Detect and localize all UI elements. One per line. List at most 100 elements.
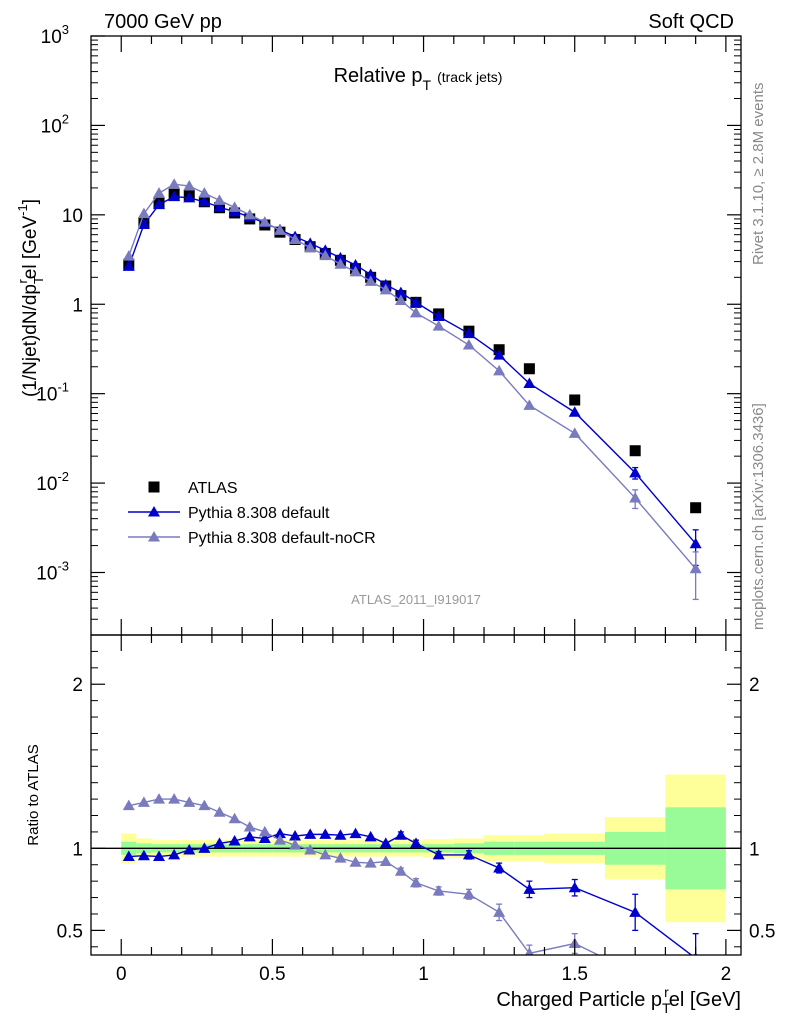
series-1-point — [432, 310, 445, 321]
series-1-point — [629, 466, 642, 478]
y-tick-label: 102 — [41, 111, 69, 137]
series-1-point — [334, 251, 347, 263]
series-0 — [123, 188, 702, 514]
ratio-series-0-point — [213, 837, 226, 848]
series-0-point — [523, 363, 535, 375]
series-0-point — [690, 502, 702, 514]
y-tick-label-base: 10 — [36, 474, 57, 495]
series-1-point — [213, 201, 226, 212]
series-2-point — [168, 178, 181, 189]
series-2-point — [122, 250, 135, 261]
ratio-series-0-point — [122, 850, 135, 862]
series-0-point — [629, 445, 641, 457]
ratio-series-1-point — [183, 796, 196, 807]
series-1-point — [410, 296, 422, 307]
series-1-point — [394, 286, 407, 298]
x-tick-label: 0.5 — [259, 964, 285, 985]
ratio-series-0-point — [568, 881, 581, 893]
y-tick-label: 103 — [41, 22, 69, 48]
series-1-point — [183, 191, 196, 203]
ratio-series-1-point — [213, 806, 226, 817]
ratio-series-0-point — [304, 828, 317, 839]
x-axis-label: Charged Particle pTrel [GeV] — [496, 984, 741, 1016]
series-2-point — [183, 180, 196, 191]
ratio-series-1-point — [122, 799, 135, 811]
y-tick-label-base: 10 — [36, 564, 57, 585]
y-tick-label: 10-3 — [36, 559, 69, 585]
ratio-series-0-point — [629, 906, 642, 917]
ratio-series-0-point — [137, 849, 150, 861]
y-tick-label: 1 — [72, 295, 83, 316]
legend-label: ATLAS — [188, 480, 238, 497]
y-tick-label-exp: -1 — [57, 380, 69, 395]
x-tick-label: 1.5 — [562, 964, 588, 985]
ratio-series-1-point — [432, 885, 445, 896]
ratio-series-1-point — [379, 855, 392, 866]
series-2-point — [228, 201, 241, 212]
series-2-point — [243, 208, 256, 220]
y-tick-label: 10-1 — [36, 380, 69, 406]
ratio-series-1-point — [334, 852, 347, 863]
ratio-series-1-point — [364, 857, 377, 868]
x-tick-label: 0 — [116, 964, 127, 985]
header-right: Soft QCD — [648, 11, 734, 33]
series-2-point — [258, 216, 271, 227]
ratio-series-1-point — [690, 974, 702, 985]
legend: ATLAS Pythia 8.308 default Pythia 8.308 de… — [128, 480, 376, 547]
ratio-series-0-point — [410, 837, 422, 848]
ratio-series-0-point — [228, 834, 241, 846]
series-2-point — [523, 399, 536, 410]
watermark: ATLAS_2011_I919017 — [351, 592, 481, 607]
series-2-point — [629, 492, 642, 503]
series-2-point — [349, 265, 362, 277]
series-2-point — [289, 233, 302, 244]
legend-label: Pythia 8.308 default — [188, 505, 330, 522]
ratio-series-0-point — [349, 827, 362, 839]
ratio-series-1-point — [629, 967, 641, 978]
y-tick-label: 10-2 — [36, 469, 69, 495]
ratio-series-1-point — [462, 888, 475, 899]
header-left: 7000 GeV pp — [104, 11, 222, 33]
ratio-frame — [90, 634, 742, 956]
series-2-point — [334, 258, 347, 269]
series-2-point — [394, 294, 407, 306]
series-2-point — [568, 427, 581, 438]
ratio-series-1-point — [273, 834, 286, 845]
legend-label: Pythia 8.308 default-noCR — [188, 530, 376, 547]
ratio-series-0-point — [364, 830, 377, 842]
series-2-point — [273, 224, 286, 235]
ratio-series-0-point — [334, 829, 347, 840]
legend-marker — [148, 481, 160, 493]
ratio-series-1-point — [525, 947, 534, 955]
series-1-point — [493, 349, 506, 360]
series-2 — [122, 178, 702, 601]
ratio-series-1-point — [168, 793, 181, 804]
ratio-series-1-point — [349, 856, 362, 867]
rivet-label: Rivet 3.1.10, ≥ 2.8M events — [750, 83, 767, 266]
ratio-series-0-point — [153, 850, 166, 862]
series-1-point — [137, 218, 150, 229]
y-tick-label: 10 — [62, 206, 83, 227]
series-2-point — [198, 187, 211, 198]
ratio-series-1 — [122, 793, 702, 985]
ratio-series-0-point — [243, 830, 256, 842]
ratio-series-0-point — [183, 843, 196, 855]
ratio-series-1-point — [228, 812, 241, 824]
ratio-series-0-point — [379, 837, 392, 848]
main-title: Relative pT (track jets) — [334, 65, 503, 93]
ratio-series-1-point — [304, 843, 317, 855]
ratio-series-1-point — [243, 821, 256, 832]
ratio-series-1-point — [198, 799, 211, 811]
ratio-series-0-point — [523, 883, 536, 894]
ratio-y-tick-label: 0.5 — [57, 921, 83, 942]
series-2-point — [379, 283, 392, 295]
ratio-series-1-point — [153, 793, 166, 804]
ratio-series-0-point — [432, 848, 445, 860]
ratio-y-tick-label-right: 0.5 — [749, 921, 775, 942]
series-1-point — [349, 258, 362, 270]
series-2-point — [689, 562, 702, 574]
series-2-point — [410, 306, 422, 318]
legend-marker — [148, 531, 160, 542]
